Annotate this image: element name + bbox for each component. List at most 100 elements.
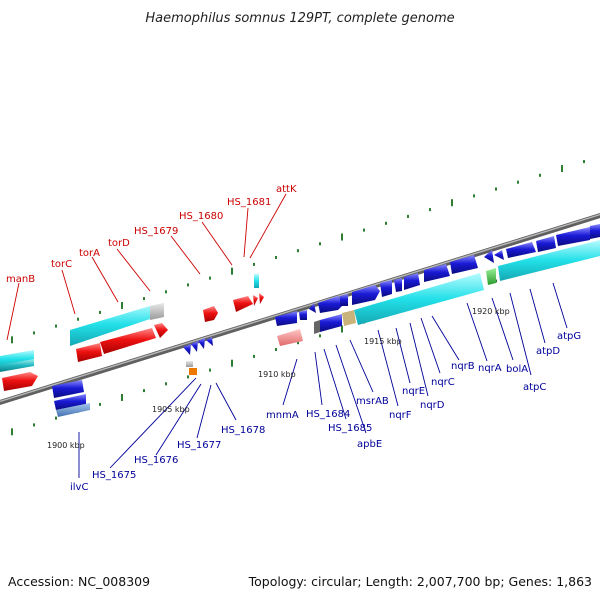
upper-tick-3 xyxy=(77,317,79,321)
genome-backbone xyxy=(0,212,600,406)
scale-label-1920: 1920 kbp xyxy=(472,307,510,316)
gene-HS1675-arrow xyxy=(183,344,191,355)
gene-upper-blue-17 xyxy=(590,224,600,239)
gene-label-manB: manB xyxy=(6,274,35,285)
gene-label-mnmA: mnmA xyxy=(266,410,299,421)
gene-label-HS1676: HS_1676 xyxy=(134,455,178,466)
gene-label-atpD: atpD xyxy=(536,346,560,357)
lower-strand-genes xyxy=(52,240,600,417)
map-title: Haemophilus somnus 129PT, complete genom… xyxy=(145,11,454,26)
gene-HS1681-arrow1 xyxy=(253,295,258,306)
gene-label-HS1677: HS_1677 xyxy=(177,440,221,451)
lower-tick-9 xyxy=(209,368,211,372)
gene-upper-blue-2 xyxy=(299,310,307,320)
lower-tick-0 xyxy=(11,428,13,436)
lower-tick-6 xyxy=(143,389,145,393)
upper-tick-24 xyxy=(539,173,541,177)
upper-tick-7 xyxy=(165,290,167,294)
lower-tick-1 xyxy=(33,423,35,427)
gene-small-orange xyxy=(189,368,197,375)
gene-HS1677-arrow xyxy=(198,338,205,349)
gene-upper-blue-4 xyxy=(318,296,345,313)
lower-leader-lines xyxy=(78,282,568,478)
upper-gene-labels: manB torC torA torD HS_1679 HS_1680 HS_1… xyxy=(6,184,297,285)
gene-torA-cyan xyxy=(70,303,164,346)
gene-upper-blue-15 xyxy=(536,236,556,252)
gene-ilvC-blue-1 xyxy=(52,380,84,398)
lower-tick-2 xyxy=(55,416,57,420)
upper-tick-13 xyxy=(297,249,299,253)
gene-label-msrAB: msrAB xyxy=(356,396,389,407)
gene-label-HS1680: HS_1680 xyxy=(179,211,223,222)
upper-tick-8 xyxy=(187,283,189,287)
gene-upper-blue-13 xyxy=(494,250,504,260)
upper-tick-14 xyxy=(319,242,321,246)
lower-tick-5 xyxy=(121,394,123,401)
lower-tick-11 xyxy=(253,354,255,358)
gene-label-bolA: bolA xyxy=(506,364,528,375)
upper-tick-0 xyxy=(11,336,13,344)
gene-label-HS1675: HS_1675 xyxy=(92,470,136,481)
gene-HS1685-blue xyxy=(320,314,342,332)
gene-label-HS1684: HS_1684 xyxy=(306,409,350,420)
upper-tick-5 xyxy=(121,302,123,309)
upper-tick-19 xyxy=(429,208,431,212)
upper-tick-20 xyxy=(451,199,453,207)
gene-torD2-red xyxy=(154,323,168,338)
gene-label-nqrB: nqrB xyxy=(451,361,475,372)
gene-ilvC-blue-2 xyxy=(54,394,86,410)
gene-bolA-green xyxy=(486,268,496,285)
lower-tick-13 xyxy=(297,341,299,345)
lower-tick-14 xyxy=(319,334,321,338)
lower-tick-7 xyxy=(165,382,167,386)
upper-tick-15 xyxy=(341,233,343,241)
gene-upper-blue-12 xyxy=(484,250,494,263)
gene-upper-blue-14 xyxy=(506,242,536,258)
gene-HS1676-arrow xyxy=(191,341,198,352)
gene-label-nqrD: nqrD xyxy=(420,400,445,411)
gene-label-apbE: apbE xyxy=(357,439,382,450)
upper-tick-9 xyxy=(209,276,211,280)
gene-label-atpC: atpC xyxy=(523,382,546,393)
gene-HS1681-arrow2 xyxy=(259,293,264,304)
upper-tick-22 xyxy=(495,187,497,191)
lower-tick-track xyxy=(11,252,585,436)
gene-mnmA-pink xyxy=(277,329,303,346)
gene-torA-grey xyxy=(150,303,164,320)
gene-label-nqrA: nqrA xyxy=(478,363,502,374)
gene-torD-red xyxy=(100,328,156,354)
gene-HS1680-red xyxy=(233,296,253,312)
upper-tick-1 xyxy=(33,331,35,335)
gene-ilvC-steel xyxy=(56,403,90,417)
scale-label-1915: 1915 kbp xyxy=(364,337,402,346)
upper-tick-11 xyxy=(253,262,255,266)
gene-upper-blue-6 xyxy=(352,285,380,305)
gene-label-atpG: atpG xyxy=(557,331,581,342)
gene-manB-red xyxy=(2,372,38,391)
gene-upper-blue-11 xyxy=(450,255,478,274)
gene-upper-blue-8 xyxy=(394,278,402,292)
gene-upper-blue-9 xyxy=(404,273,420,290)
gene-manB-teal xyxy=(0,359,34,372)
upper-tick-12 xyxy=(275,256,277,259)
lower-tick-4 xyxy=(99,402,101,406)
upper-tick-26 xyxy=(583,160,585,164)
gene-upper-blue-10 xyxy=(424,264,450,282)
upper-tick-16 xyxy=(363,228,365,232)
gene-label-nqrC: nqrC xyxy=(431,377,455,388)
lower-gene-labels: ilvC HS_1675 HS_1676 HS_1677 HS_1678 mnm… xyxy=(70,331,581,493)
gene-label-nqrE: nqrE xyxy=(402,386,425,397)
lower-tick-8 xyxy=(187,375,189,379)
gene-label-torA: torA xyxy=(79,248,100,259)
upper-tick-10 xyxy=(231,267,233,275)
gene-msrAB-tan xyxy=(342,310,356,326)
topology-summary: Topology: circular; Length: 2,007,700 bp… xyxy=(248,574,592,589)
gene-HS1679-red xyxy=(203,306,218,322)
gene-HS1684-grey xyxy=(314,320,320,334)
scale-label-1905: 1905 kbp xyxy=(152,405,190,414)
upper-tick-21 xyxy=(473,194,475,198)
gene-upper-blue-1 xyxy=(275,311,297,326)
upper-tick-track xyxy=(11,160,585,344)
gene-torC-red xyxy=(76,343,102,362)
